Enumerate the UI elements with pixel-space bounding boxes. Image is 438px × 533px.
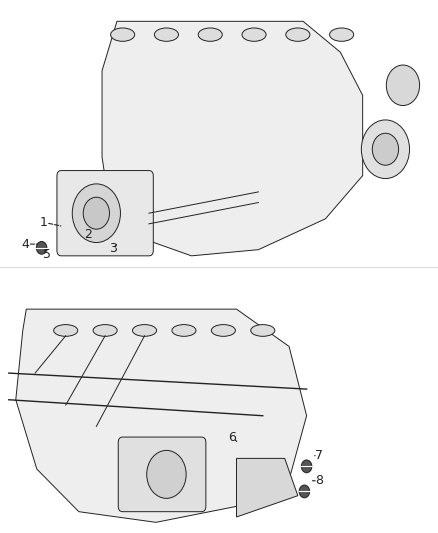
Text: 6: 6 bbox=[228, 431, 236, 443]
Text: 1: 1 bbox=[40, 216, 48, 229]
Ellipse shape bbox=[211, 325, 236, 336]
Text: 2: 2 bbox=[84, 228, 92, 241]
Ellipse shape bbox=[110, 28, 135, 42]
Circle shape bbox=[36, 241, 47, 254]
Ellipse shape bbox=[172, 325, 196, 336]
Text: 5: 5 bbox=[43, 248, 51, 261]
Circle shape bbox=[83, 197, 110, 229]
Circle shape bbox=[372, 133, 399, 165]
Text: 8: 8 bbox=[315, 474, 323, 487]
Circle shape bbox=[299, 485, 310, 498]
Polygon shape bbox=[102, 21, 363, 256]
Ellipse shape bbox=[93, 325, 117, 336]
Ellipse shape bbox=[242, 28, 266, 42]
Circle shape bbox=[147, 450, 186, 498]
Ellipse shape bbox=[53, 325, 78, 336]
Ellipse shape bbox=[132, 325, 157, 336]
Ellipse shape bbox=[286, 28, 310, 42]
Text: 4: 4 bbox=[21, 238, 29, 251]
Polygon shape bbox=[237, 458, 298, 517]
Polygon shape bbox=[16, 309, 307, 522]
Text: 7: 7 bbox=[315, 449, 323, 462]
Circle shape bbox=[301, 460, 312, 473]
Circle shape bbox=[361, 120, 410, 179]
Circle shape bbox=[72, 184, 120, 243]
Text: 3: 3 bbox=[109, 243, 117, 255]
Ellipse shape bbox=[154, 28, 178, 42]
Circle shape bbox=[386, 65, 420, 106]
Ellipse shape bbox=[198, 28, 222, 42]
Ellipse shape bbox=[251, 325, 275, 336]
Ellipse shape bbox=[329, 28, 354, 42]
FancyBboxPatch shape bbox=[118, 437, 206, 512]
FancyBboxPatch shape bbox=[57, 171, 153, 256]
